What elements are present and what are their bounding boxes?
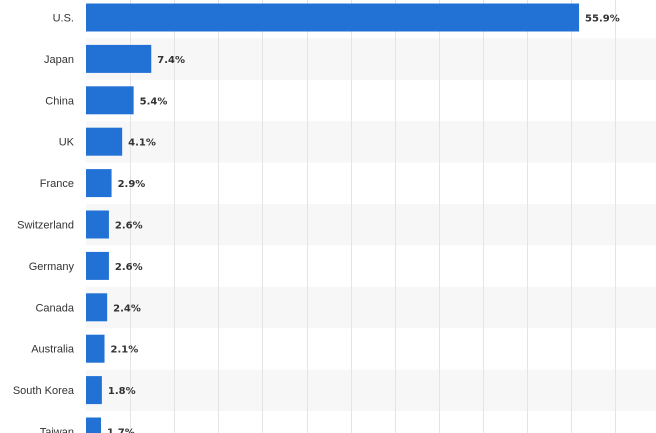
category-label-south-korea: South Korea (13, 385, 75, 397)
bar-south-korea (86, 376, 102, 405)
bar-uk (86, 127, 123, 156)
category-label-china: China (45, 95, 75, 107)
row-band-uk (86, 121, 656, 163)
value-label-germany: 2.6% (115, 262, 143, 273)
row-bands (86, 38, 656, 411)
gridlines (130, 0, 616, 433)
value-label-china: 5.4% (140, 96, 168, 107)
row-band-switzerland (86, 204, 656, 246)
value-labels: 55.9% 7.4% 5.4% 4.1% 2.9% 2.6% 2.6% 2.4% 2.1% 1.8… (107, 14, 620, 433)
value-label-taiwan: 1.7% (107, 428, 135, 433)
category-label-canada: Canada (35, 302, 74, 314)
bar-canada (86, 293, 108, 322)
bar-france (86, 169, 112, 198)
bar-china (86, 86, 134, 115)
value-label-japan: 7.4% (157, 55, 185, 66)
bar-japan (86, 44, 152, 73)
bar-germany (86, 251, 109, 280)
bar-taiwan (86, 417, 101, 433)
category-label-germany: Germany (29, 261, 75, 273)
value-label-uk: 4.1% (128, 138, 156, 149)
bars (86, 3, 580, 433)
category-label-u-s: U.S. (53, 13, 74, 25)
category-label-taiwan: Taiwan (40, 427, 74, 433)
bar-australia (86, 334, 105, 363)
value-label-switzerland: 2.6% (115, 221, 143, 232)
row-band-south-korea (86, 369, 656, 411)
value-label-canada: 2.4% (113, 303, 141, 314)
value-label-france: 2.9% (118, 179, 146, 190)
category-label-uk: UK (59, 137, 75, 149)
category-label-japan: Japan (44, 54, 74, 66)
bar-u-s (86, 3, 580, 32)
category-label-australia: Australia (31, 344, 75, 356)
row-band-japan (86, 38, 656, 80)
category-label-switzerland: Switzerland (17, 220, 74, 232)
value-label-u-s: 55.9% (585, 14, 620, 25)
value-label-south-korea: 1.8% (108, 386, 136, 397)
category-labels: U.S. Japan China UK France Switzerland Germany… (13, 13, 75, 433)
row-band-canada (86, 286, 656, 329)
bar-switzerland (86, 210, 109, 239)
value-label-australia: 2.1% (111, 345, 139, 356)
category-label-france: France (40, 178, 74, 190)
